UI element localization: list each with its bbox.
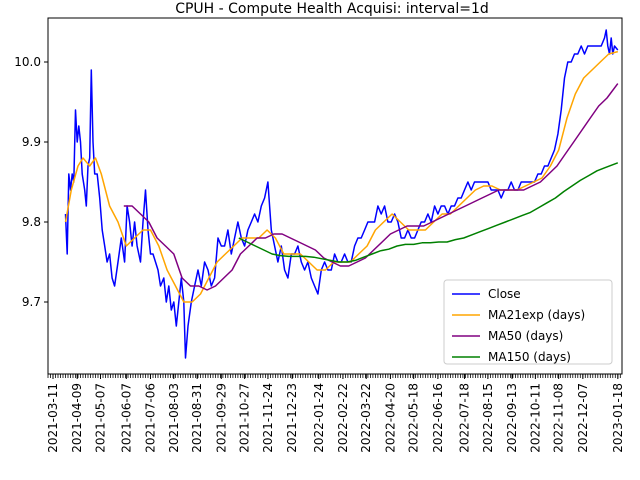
y-tick-label: 9.8 <box>22 215 41 229</box>
x-tick-label: 2022-12-07 <box>576 383 590 453</box>
series-line-close <box>64 29 619 359</box>
x-tick-label: 2021-06-07 <box>119 383 133 453</box>
x-tick-label: 2021-03-11 <box>46 383 60 453</box>
x-tick-label: 2022-04-20 <box>383 383 397 453</box>
x-tick-label: 2022-05-18 <box>407 383 421 453</box>
series-line-ma50-days <box>123 83 619 291</box>
legend-box <box>443 279 613 365</box>
legend-label: MA50 (days) <box>488 329 563 343</box>
x-tick-label: 2022-07-18 <box>458 383 472 453</box>
x-tick-label: 2021-08-31 <box>190 383 204 453</box>
series-line-ma21exp-days <box>64 50 618 303</box>
x-tick-label: 2022-06-16 <box>431 383 445 453</box>
x-axis: 2021-03-11 2021-04-09 2021-05-07 2021-06-07… <box>46 374 625 453</box>
y-axis: 9.7 9.8 9.9 10.0 <box>14 55 48 309</box>
series-layer <box>64 29 619 359</box>
x-minor-ticks <box>47 374 621 378</box>
x-tick-label: 2021-07-06 <box>144 383 158 453</box>
x-tick-label: 2021-04-09 <box>70 383 84 453</box>
x-tick-label: 2022-09-13 <box>505 383 519 453</box>
x-tick-label: 2022-01-24 <box>312 383 326 453</box>
x-tick-label: 2021-10-27 <box>238 383 252 453</box>
y-tick-label: 9.7 <box>22 295 41 309</box>
x-tick-label: 2021-05-07 <box>94 383 108 453</box>
y-tick-label: 10.0 <box>14 55 41 69</box>
series-line-ma150-days <box>238 162 619 263</box>
chart-title: CPUH - Compute Health Acquisi: interval=… <box>175 1 489 17</box>
x-tick-label: 2022-11-08 <box>552 383 566 453</box>
x-tick-label: 2022-08-15 <box>481 383 495 453</box>
legend-label: MA150 (days) <box>488 350 571 364</box>
x-tick-label: 2022-03-22 <box>359 383 373 453</box>
legend-label: MA21exp (days) <box>488 308 585 322</box>
x-tick-label: 2021-12-23 <box>285 383 299 453</box>
y-tick-label: 9.9 <box>22 135 41 149</box>
x-tick-label: 2022-10-11 <box>528 383 542 453</box>
x-tick-label: 2021-11-24 <box>261 383 275 453</box>
x-tick-label: 2023-01-18 <box>611 383 625 453</box>
x-tick-label: 2021-08-03 <box>167 383 181 453</box>
x-tick-label: 2022-02-22 <box>336 383 350 453</box>
x-tick-label: 2021-09-29 <box>214 383 228 453</box>
legend: Close MA21exp (days) MA50 (days) MA150 (day… <box>443 279 613 365</box>
legend-label: Close <box>488 287 521 301</box>
